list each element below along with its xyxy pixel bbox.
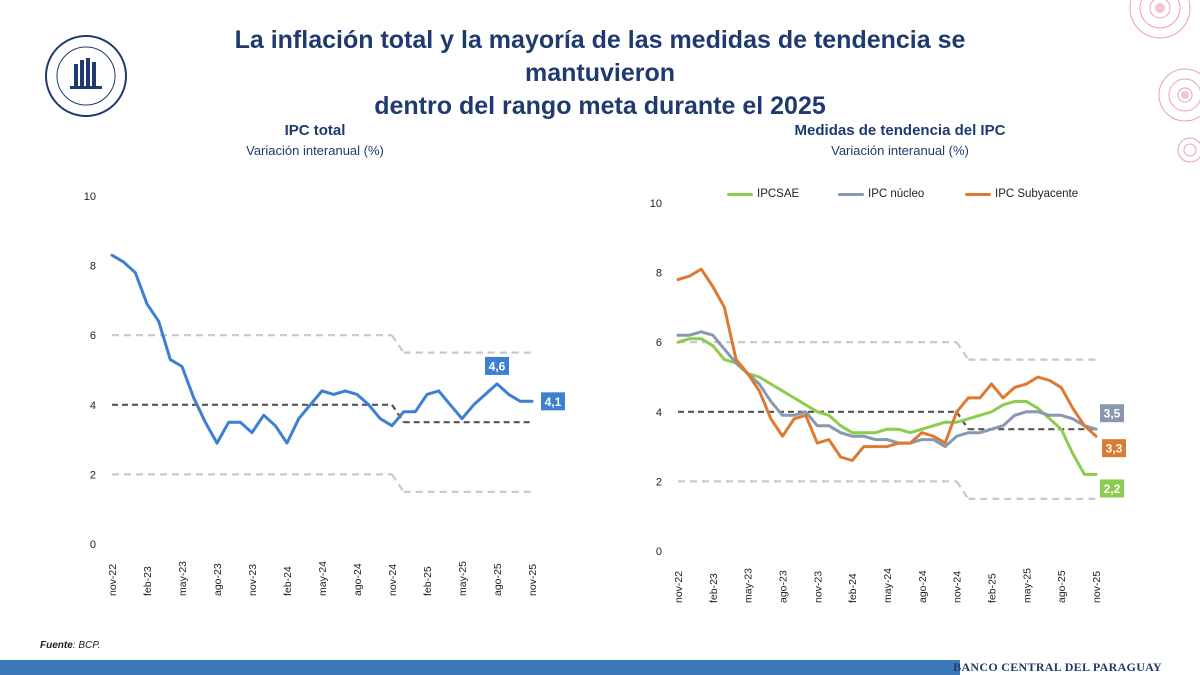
x-tick-label: ago-25 (492, 563, 504, 596)
data-label-ipc-subyacente-box (1102, 439, 1126, 458)
x-tick-label: may-24 (882, 568, 894, 603)
y-tick-label: 4 (90, 400, 96, 412)
target-upper-bound (391, 334, 405, 354)
y-tick-label: 6 (90, 330, 96, 342)
x-tick-label: nov-25 (527, 564, 539, 596)
source-note: Fuente: BCP. (40, 640, 100, 651)
y-tick-label: 0 (90, 539, 96, 551)
x-tick-label: ago-25 (1056, 570, 1068, 603)
page-title-line1: La inflación total y la mayoría de las m… (234, 26, 966, 87)
x-tick-label: feb-23 (708, 573, 720, 603)
y-tick-label: 8 (90, 261, 96, 273)
legend-item-ipcsae: IPCSAE (727, 188, 799, 200)
series-line-ipc-subyacente (676, 267, 1098, 462)
y-tick-label: 6 (656, 337, 662, 349)
x-tick-label: feb-25 (422, 566, 434, 596)
x-tick-label: may-23 (743, 568, 755, 603)
target-lower-bound (955, 480, 970, 500)
x-tick-label: nov-23 (812, 571, 824, 603)
x-tick-label: nov-23 (247, 564, 259, 596)
y-tick-label: 4 (656, 407, 662, 419)
y-tick-label: 10 (84, 191, 96, 203)
page-title-line2: dentro del rango meta durante el 2025 (374, 92, 826, 120)
y-tick-label: 0 (656, 546, 662, 558)
data-label-ipc-nucleo: 3,5 (1104, 407, 1121, 421)
x-tick-label: ago-24 (917, 570, 929, 603)
x-tick-label: nov-24 (952, 571, 964, 603)
y-tick-label: 10 (650, 198, 662, 210)
y-tick-label: 8 (656, 268, 662, 280)
x-tick-label: ago-24 (352, 563, 364, 596)
legend-label: IPC Subyacente (995, 188, 1079, 200)
x-tick-label: may-24 (317, 561, 329, 596)
x-tick-label: may-25 (457, 561, 469, 596)
x-tick-label: ago-23 (778, 570, 790, 603)
target-center (391, 404, 405, 423)
source-label: Fuente (40, 640, 73, 651)
footer-bar (0, 660, 960, 675)
legend-label: IPC núcleo (868, 188, 925, 200)
page-title: La inflación total y la mayoría de las m… (170, 24, 1030, 123)
data-label-last: 4,1 (545, 395, 562, 409)
x-tick-label: feb-24 (282, 566, 294, 596)
y-tick-label: 2 (90, 469, 96, 481)
series-line-ipc-total (110, 253, 534, 445)
target-lower-bound (391, 473, 405, 493)
x-tick-label: nov-22 (673, 571, 685, 603)
source-value: : BCP. (72, 640, 101, 651)
y-tick-label: 2 (656, 476, 662, 488)
legend-swatch (727, 192, 753, 196)
data-label-peak: 4,6 (489, 359, 506, 373)
legend-label: IPCSAE (757, 188, 800, 200)
x-tick-label: nov-22 (107, 564, 119, 596)
legend-swatch (965, 192, 991, 196)
legend-swatch (838, 192, 864, 196)
x-tick-label: feb-25 (987, 573, 999, 603)
decorative-flowers (1050, 0, 1200, 170)
chart2-subtitle: Variación interanual (%) (831, 143, 969, 158)
x-tick-label: may-25 (1021, 568, 1033, 603)
data-label-peak-box (485, 356, 509, 375)
data-label-ipcsae: 2,2 (1104, 482, 1121, 496)
x-tick-label: feb-23 (142, 566, 154, 596)
legend-item-ipc-nucleo: IPC núcleo (838, 188, 924, 200)
bcp-logo (44, 34, 128, 118)
x-tick-label: nov-25 (1091, 571, 1103, 603)
x-tick-label: nov-24 (387, 564, 399, 596)
data-label-ipc-nucleo-box (1100, 404, 1124, 423)
data-label-ipc-subyacente: 3,3 (1106, 442, 1123, 456)
chart1-title: IPC total (284, 122, 346, 139)
footer-org-name: BANCO CENTRAL DEL PARAGUAY (953, 660, 1162, 674)
legend-item-ipc-subyacente: IPC Subyacente (965, 188, 1078, 200)
x-tick-label: feb-24 (847, 573, 859, 603)
chart2-title: Medidas de tendencia del IPC (794, 122, 1006, 139)
x-tick-label: ago-23 (212, 563, 224, 596)
data-label-last-box (541, 392, 565, 411)
chart1-subtitle: Variación interanual (%) (246, 143, 384, 158)
target-upper-bound (955, 341, 970, 361)
x-tick-label: may-23 (177, 561, 189, 596)
data-label-ipcsae-box (1100, 479, 1124, 498)
